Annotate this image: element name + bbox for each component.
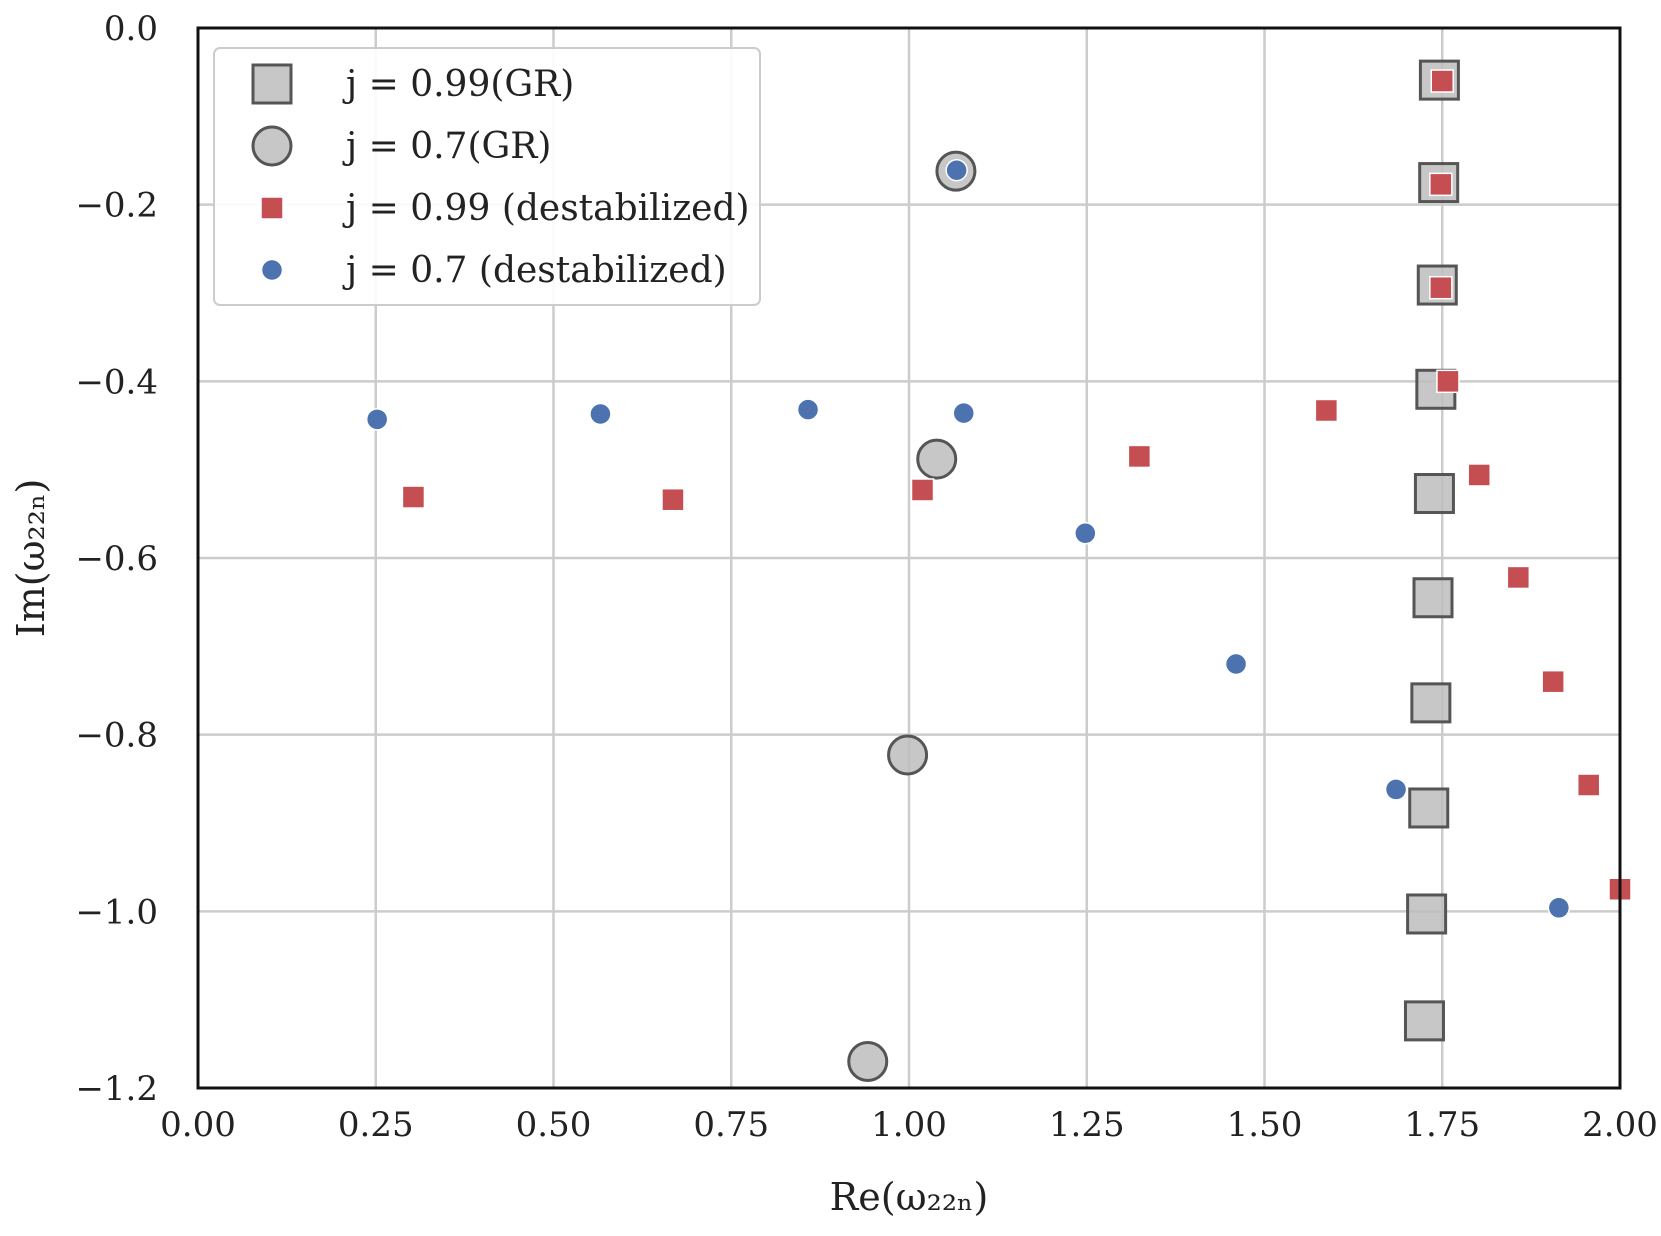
destab-07-point (589, 402, 612, 426)
gr-099-point (1413, 473, 1455, 515)
gr-099-point (1410, 682, 1452, 724)
legend-entry-label: j = 0.7 (destabilized) (342, 250, 727, 291)
y-tick-label: −1.0 (75, 892, 158, 932)
destab-099-point (1127, 444, 1152, 469)
gr-07-point (847, 1041, 889, 1082)
y-tick-label: −0.4 (75, 362, 158, 402)
destab-07-point (1074, 522, 1097, 545)
gr-099-point (1408, 787, 1450, 829)
destab-07-point (945, 158, 968, 182)
y-tick-label: 0.0 (104, 9, 158, 49)
destab-099-point (1314, 398, 1339, 423)
destab-099-point (1506, 565, 1531, 590)
x-tick-label: 0.00 (160, 1105, 236, 1145)
tick-labels: 0.00 0.25 0.50 0.75 1.00 1.25 1.50 1.75 2.00 0.0 −… (75, 9, 1657, 1145)
destab-07-point (952, 401, 975, 425)
destab-099-point (1436, 369, 1460, 394)
legend-marker (251, 125, 293, 167)
legend: j = 0.99(GR) j = 0.7(GR) j = 0.99 (destabi… (213, 47, 761, 306)
destab-07-point (796, 398, 820, 421)
y-tick-label: −0.8 (75, 716, 158, 756)
y-tick-label: −0.6 (75, 539, 158, 579)
x-tick-label: 1.50 (1227, 1105, 1303, 1145)
y-axis-label: Im(ω₂₂ₙ) (9, 479, 53, 638)
destab-07-point (1547, 896, 1571, 920)
destab-099-point (1541, 669, 1565, 694)
destab-099-point (1576, 773, 1601, 797)
y-tick-label: −0.2 (75, 186, 158, 226)
destab-099-point (1429, 172, 1453, 197)
destab-099-point (1429, 275, 1453, 300)
destab-07-point (1384, 778, 1408, 801)
x-tick-label: 0.75 (693, 1105, 769, 1145)
destab-099-point (1430, 69, 1454, 93)
destab-099-point (1467, 463, 1491, 487)
x-axis-label: Re(ω₂₂ₙ) (830, 1175, 989, 1219)
legend-box (213, 47, 761, 306)
destab-099-point (401, 485, 426, 509)
x-tick-label: 1.75 (1404, 1105, 1480, 1145)
data-points (365, 59, 1632, 1082)
x-tick-label: 1.25 (1049, 1105, 1125, 1145)
destab-099-point (910, 478, 935, 502)
destab-07-point (365, 408, 389, 431)
legend-marker (260, 258, 284, 282)
gr-07-point (916, 438, 958, 480)
gr-099-point (1403, 1000, 1445, 1042)
gr-07-point (887, 734, 929, 776)
y-tick-label: −1.2 (75, 1069, 158, 1109)
destab-07-point (1224, 652, 1248, 676)
gr-099-point (1406, 893, 1448, 935)
x-tick-label: 0.25 (338, 1105, 414, 1145)
gr-099-point (1412, 577, 1454, 619)
plot-frame (196, 26, 1622, 1090)
x-tick-label: 0.50 (516, 1105, 592, 1145)
legend-marker (251, 63, 293, 105)
legend-marker (260, 196, 284, 220)
destab-099-point (661, 487, 685, 512)
legend-entry-label: j = 0.7(GR) (342, 126, 551, 167)
legend-entry-label: j = 0.99 (destabilized) (342, 188, 750, 229)
legend-entry-label: j = 0.99(GR) (342, 64, 574, 105)
x-tick-label: 1.00 (871, 1105, 947, 1145)
x-tick-label: 2.00 (1582, 1105, 1658, 1145)
